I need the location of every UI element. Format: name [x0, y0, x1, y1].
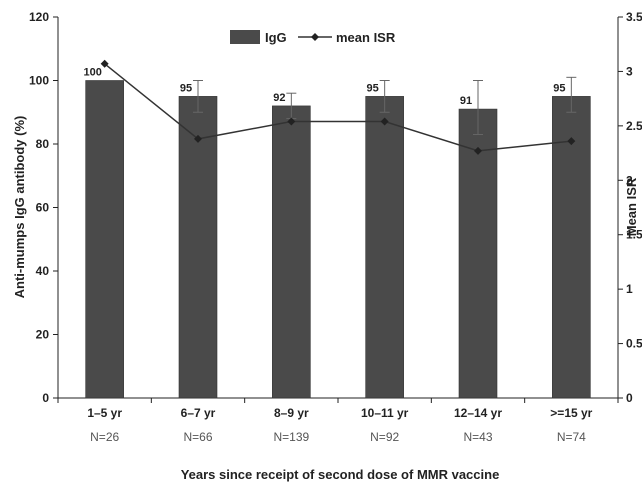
x-tick-label: 12–14 yr [454, 406, 502, 420]
x-tick-label: 6–7 yr [181, 406, 216, 420]
bars [85, 80, 591, 399]
y2-tick-label: 0.5 [626, 337, 642, 351]
sample-size-label: N=139 [273, 430, 309, 444]
igg-bar [458, 108, 498, 399]
sample-size-label: N=74 [557, 430, 586, 444]
igg-data-label: 91 [460, 95, 472, 107]
isr-point [287, 117, 296, 126]
y-tick-label: 20 [36, 328, 50, 342]
y2-tick-label: 3.5 [626, 10, 642, 24]
isr-point [100, 59, 109, 68]
sample-size-label: N=66 [183, 430, 212, 444]
axes: 0 20 40 60 80 100 120 0 0.5 1 1.5 2 2.5 3 3.5 [29, 10, 642, 405]
igg-bar [552, 96, 591, 399]
sample-size-label: N=43 [463, 430, 492, 444]
sample-size-label: N=26 [90, 430, 119, 444]
igg-bar [272, 105, 311, 399]
igg-bar [365, 96, 404, 399]
x-tick-label: 1–5 yr [87, 406, 122, 420]
y-tick-label: 40 [36, 264, 50, 278]
error-bars [193, 76, 577, 135]
legend-isr-label: mean ISR [336, 30, 396, 45]
x-tick-label: 10–11 yr [361, 406, 409, 420]
y-tick-label: 60 [36, 201, 50, 215]
isr-point [380, 117, 389, 126]
x-axis-title: Years since receipt of second dose of MM… [181, 467, 500, 482]
y-tick-label: 100 [29, 74, 49, 88]
sample-size-label: N=92 [370, 430, 399, 444]
y-axis-title: Anti-mumps IgG antibody (%) [12, 116, 27, 299]
isr-point [474, 146, 482, 155]
y-tick-label: 80 [36, 137, 50, 151]
y2-tick-label: 1 [626, 282, 633, 296]
igg-data-label: 95 [180, 82, 192, 94]
y2-axis-title: Mean ISR [624, 177, 639, 236]
x-tick-label: >=15 yr [550, 406, 592, 420]
igg-bar [178, 96, 218, 399]
y2-tick-label: 1.5 [626, 228, 642, 242]
y2-tick-label: 2 [626, 173, 633, 187]
igg-data-label: 95 [367, 82, 379, 94]
y-tick-label: 0 [42, 391, 49, 405]
y-tick-label: 120 [29, 10, 49, 24]
igg-data-label: 95 [553, 82, 565, 94]
x-tick-label: 8–9 yr [274, 406, 309, 420]
legend: IgG mean ISR [230, 30, 396, 45]
y2-tick-label: 0 [626, 391, 633, 405]
legend-igg-swatch [230, 30, 260, 44]
legend-isr-marker [311, 33, 319, 41]
igg-data-label: 92 [273, 92, 285, 104]
isr-point [567, 137, 576, 146]
isr-line [100, 59, 576, 155]
y2-tick-label: 3 [626, 64, 633, 78]
labels: 1–5 yr N=26 6–7 yr N=66 8–9 yr N=139 10–11 yr N… [83, 67, 592, 445]
igg-bar [85, 80, 124, 399]
igg-data-label: 100 [83, 67, 101, 79]
legend-igg-label: IgG [265, 30, 287, 45]
y2-tick-label: 2.5 [626, 119, 642, 133]
isr-point [194, 134, 202, 143]
isr-line-path [104, 63, 572, 152]
